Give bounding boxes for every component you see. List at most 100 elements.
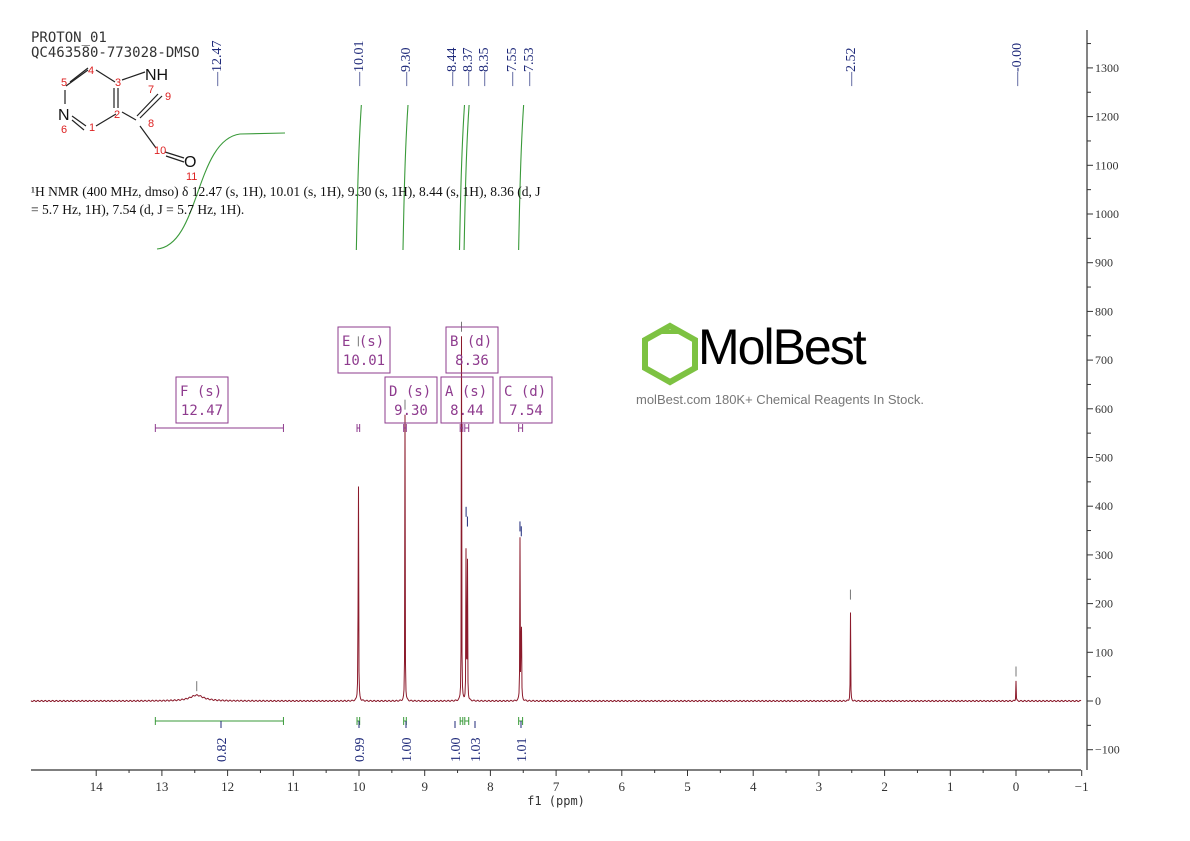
- multiplet-shift: 8.44: [450, 403, 484, 419]
- integral-label: 0.99: [353, 738, 368, 763]
- y-tick-label: 300: [1095, 548, 1113, 562]
- x-tick-label: 6: [619, 779, 626, 794]
- peak-label: —8.44: [445, 48, 460, 88]
- multiplet-shift: 10.01: [343, 353, 385, 369]
- peak-label-text: —8.44: [445, 48, 460, 88]
- atom-number: 2: [114, 109, 120, 121]
- bond: [139, 95, 163, 119]
- atom-n: N: [58, 107, 70, 124]
- y-tick-label: 900: [1095, 256, 1113, 270]
- atom-o: O: [184, 154, 196, 171]
- integral-label: 0.82: [215, 738, 230, 763]
- x-tick-label: 3: [816, 779, 823, 794]
- peak-label: —7.53: [522, 48, 537, 88]
- integral-curve: [402, 104, 409, 251]
- integral-value: 1.01: [515, 738, 530, 763]
- x-tick-label: 7: [553, 779, 560, 794]
- integral-curve: [463, 104, 470, 251]
- multiplet-id: F (s): [180, 384, 222, 400]
- integral-value: 1.03: [469, 738, 484, 763]
- y-tick-label: 400: [1095, 499, 1113, 513]
- experiment-name: PROTON_01: [31, 30, 107, 46]
- description-line-1: ¹H NMR (400 MHz, dmso) δ 12.47 (s, 1H), …: [31, 184, 541, 199]
- spectrum-line: [30, 336, 1082, 703]
- x-tick-label: 13: [155, 779, 168, 794]
- bond: [121, 111, 137, 121]
- multiplet-box: [384, 376, 438, 424]
- multiplet-shift: 8.36: [455, 353, 489, 369]
- header: PROTON_01 QC463580-773028-DMSO: [31, 31, 200, 61]
- x-tick-label: 0: [1013, 779, 1020, 794]
- atom-number: 1: [89, 122, 95, 134]
- multiplet-shift: 9.30: [394, 403, 428, 419]
- x-tick-label: 9: [421, 779, 428, 794]
- peak-label-text: —8.35: [477, 48, 492, 88]
- integral-value: 1.00: [400, 738, 415, 763]
- x-tick-label: 11: [287, 779, 300, 794]
- x-tick-label: 14: [90, 779, 104, 794]
- bond: [65, 69, 89, 87]
- multiplet-shift: 7.54: [509, 403, 543, 419]
- peak-label-text: —-0.00: [1010, 43, 1025, 87]
- integral-label: 1.00: [400, 738, 415, 763]
- atom-number: 5: [61, 77, 67, 89]
- watermark-logo: MolBest: [698, 319, 867, 375]
- peak-label: —9.30: [399, 48, 414, 88]
- integral-curve: [518, 104, 525, 251]
- y-tick-label: 500: [1095, 451, 1113, 465]
- description-line-2: = 5.7 Hz, 1H), 7.54 (d, J = 5.7 Hz, 1H).: [31, 202, 245, 217]
- hexagon-logo-icon: [642, 322, 698, 386]
- peak-label: —10.01: [352, 41, 367, 88]
- multiplet-box: [499, 376, 553, 424]
- peak-label-text: —8.37: [461, 48, 476, 88]
- peak-label-text: —12.47: [210, 41, 225, 88]
- bond: [121, 71, 146, 81]
- y-tick-label: 1000: [1095, 207, 1119, 221]
- peak-label: —12.47: [210, 41, 225, 88]
- y-tick-label: 800: [1095, 304, 1113, 318]
- peak-label-text: —2.52: [844, 48, 859, 88]
- x-tick-label: 12: [221, 779, 234, 794]
- bond: [136, 93, 159, 117]
- peak-label-text: —10.01: [352, 41, 367, 88]
- bond: [164, 151, 185, 159]
- multiplet-box: [440, 376, 494, 424]
- x-axis-label: f1 (ppm): [527, 794, 585, 808]
- y-tick-label: 100: [1095, 645, 1113, 659]
- integral-curve: [458, 104, 466, 251]
- peak-label: —7.55: [505, 48, 520, 88]
- y-tick-label: 0: [1095, 694, 1101, 708]
- multiplet-id: E (s): [342, 334, 384, 350]
- atom-number: 9: [165, 91, 171, 103]
- peak-label-text: —7.55: [505, 48, 520, 88]
- atom-number: 11: [186, 171, 197, 183]
- y-tick-label: 200: [1095, 597, 1113, 611]
- x-tick-label: −1: [1075, 779, 1089, 794]
- bond: [95, 113, 117, 127]
- bond: [139, 125, 157, 149]
- multiplet-id: C (d): [504, 384, 546, 400]
- x-tick-label: 5: [684, 779, 691, 794]
- multiplet-box: [175, 376, 229, 424]
- y-tick-label: 1100: [1095, 158, 1119, 172]
- peak-label: —8.35: [477, 48, 492, 88]
- bond: [69, 67, 89, 83]
- nmr-description: ¹H NMR (400 MHz, dmso) δ 12.47 (s, 1H), …: [31, 183, 541, 219]
- bond: [71, 119, 85, 131]
- bond: [71, 115, 87, 127]
- multiplet-id: A (s): [445, 384, 487, 400]
- x-tick-label: 4: [750, 779, 757, 794]
- y-tick-label: 600: [1095, 402, 1113, 416]
- watermark-tagline: molBest.com 180K+ Chemical Reagents In S…: [636, 392, 924, 407]
- y-tick-label: 700: [1095, 353, 1113, 367]
- integral-value: 0.82: [215, 738, 230, 763]
- atom-number: 4: [88, 65, 94, 77]
- bond: [95, 69, 116, 83]
- atom-number: 3: [115, 77, 121, 89]
- multiplet-id: B (d): [450, 334, 492, 350]
- y-tick-label: 1300: [1095, 61, 1119, 75]
- peak-label-text: —9.30: [399, 48, 414, 88]
- integral-label: 1.01: [515, 738, 530, 763]
- sample-name: QC463580-773028-DMSO: [31, 45, 200, 61]
